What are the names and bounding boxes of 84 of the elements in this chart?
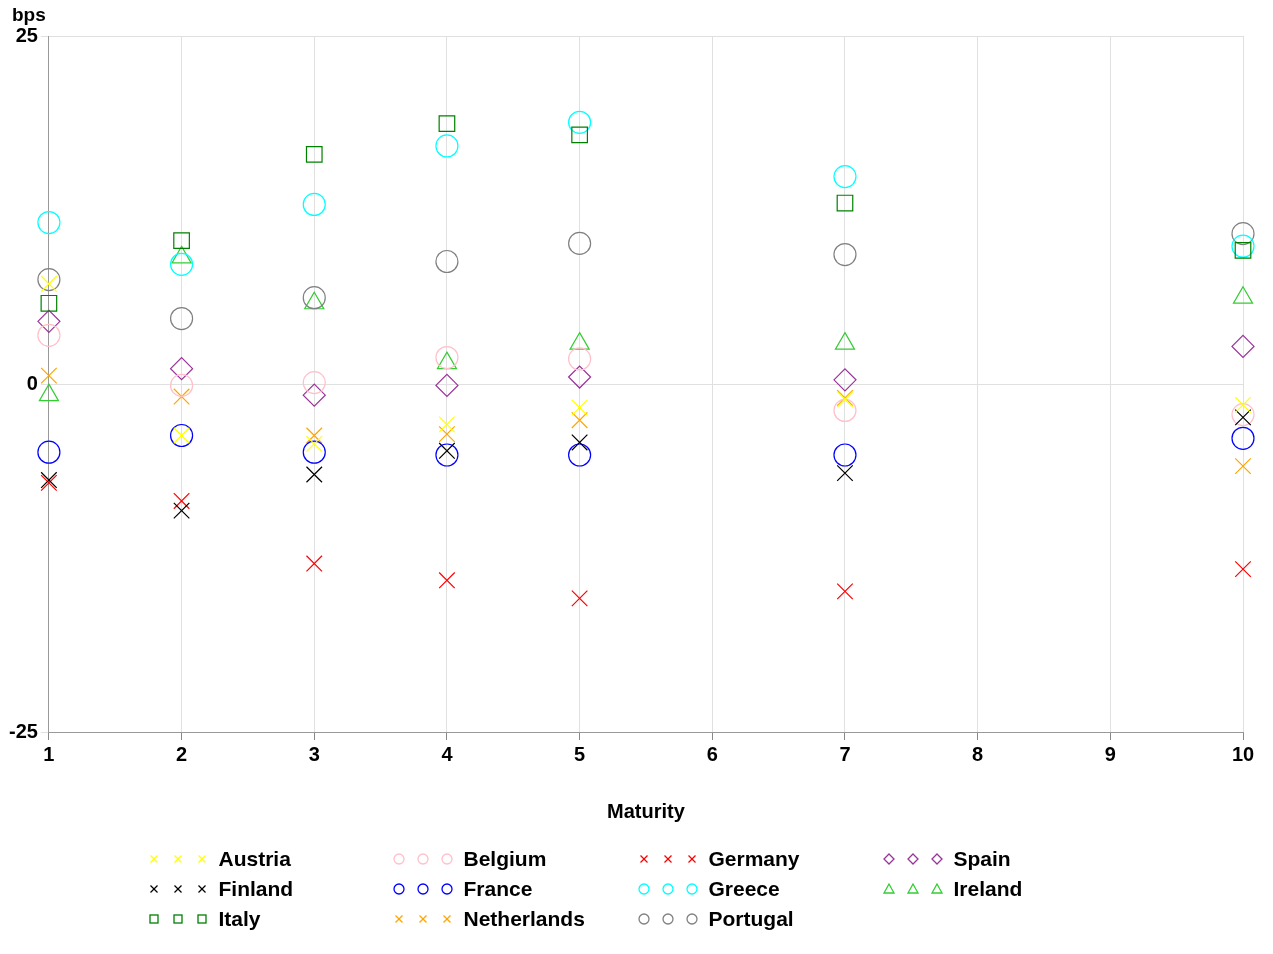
point: [568, 443, 592, 467]
point: [1234, 457, 1252, 475]
point: [302, 371, 326, 395]
point: [438, 571, 456, 589]
point: [568, 347, 592, 371]
point: [302, 286, 326, 310]
x-tick-label: 10: [1231, 742, 1255, 765]
legend-label: Finland: [218, 877, 294, 901]
point: [305, 145, 323, 163]
point: [305, 427, 323, 444]
x-tick-label: 5: [574, 742, 586, 765]
y-tick-label: 0: [26, 371, 38, 394]
point: [1234, 560, 1252, 578]
point: [836, 583, 854, 600]
x-tick-label: 6: [706, 742, 718, 765]
point: [37, 268, 61, 292]
point: [1231, 403, 1255, 427]
point: [302, 192, 326, 217]
x-tick-label: 7: [839, 742, 851, 765]
y-axis-title: bps: [12, 3, 46, 25]
point: [833, 443, 857, 467]
point: [435, 373, 459, 397]
point: [435, 345, 459, 370]
point: [305, 555, 323, 572]
point: [438, 415, 456, 433]
point: [305, 466, 323, 483]
legend-label: Ireland: [953, 877, 1023, 901]
legend-label: Netherlands: [463, 907, 585, 931]
point: [40, 367, 58, 385]
x-tick-label: 1: [43, 742, 55, 765]
point: [169, 357, 194, 381]
point: [833, 368, 857, 392]
point: [37, 323, 61, 347]
point: [169, 252, 194, 276]
point: [571, 399, 588, 417]
point: [302, 383, 326, 407]
point: [568, 110, 592, 134]
point: [571, 589, 588, 607]
point: [833, 164, 857, 189]
point: [438, 425, 456, 443]
point: [173, 502, 190, 520]
point: [1231, 222, 1255, 246]
point: [435, 249, 459, 274]
point: [37, 210, 61, 235]
point: [435, 134, 459, 158]
x-tick-label: 2: [176, 742, 188, 765]
point: [571, 434, 588, 451]
point: [1231, 334, 1255, 359]
point: [571, 411, 588, 429]
x-tick-label: 4: [441, 742, 454, 765]
point: [173, 492, 190, 510]
x-tick-label: 8: [972, 742, 984, 765]
legend-label: Greece: [708, 877, 780, 901]
point: [37, 440, 61, 464]
legend-label: France: [463, 877, 533, 901]
point: [836, 194, 854, 212]
point: [173, 388, 190, 405]
legend-label: Austria: [218, 847, 291, 871]
point: [169, 306, 194, 331]
legend-label: Portugal: [708, 907, 794, 931]
point: [37, 309, 61, 333]
x-tick-label: 9: [1104, 742, 1116, 765]
point: [571, 126, 588, 144]
point: [833, 242, 857, 267]
legend-label: Spain: [953, 847, 1011, 871]
y-tick-label: -25: [9, 719, 38, 742]
point: [1234, 396, 1252, 414]
legend-label: Germany: [708, 847, 800, 871]
point: [568, 231, 592, 256]
point: [568, 365, 592, 389]
x-tick-label: 3: [308, 742, 320, 765]
point: [40, 294, 58, 312]
point: [833, 398, 857, 423]
point: [836, 464, 854, 482]
x-axis-title: Maturity: [607, 799, 686, 822]
point: [1231, 234, 1255, 258]
legend-label: Belgium: [463, 847, 547, 871]
point: [169, 373, 194, 397]
point: [435, 443, 459, 467]
point: [1231, 426, 1255, 450]
point: [302, 440, 326, 464]
point: [438, 115, 456, 133]
legend-label: Italy: [218, 907, 261, 931]
point: [173, 232, 190, 249]
